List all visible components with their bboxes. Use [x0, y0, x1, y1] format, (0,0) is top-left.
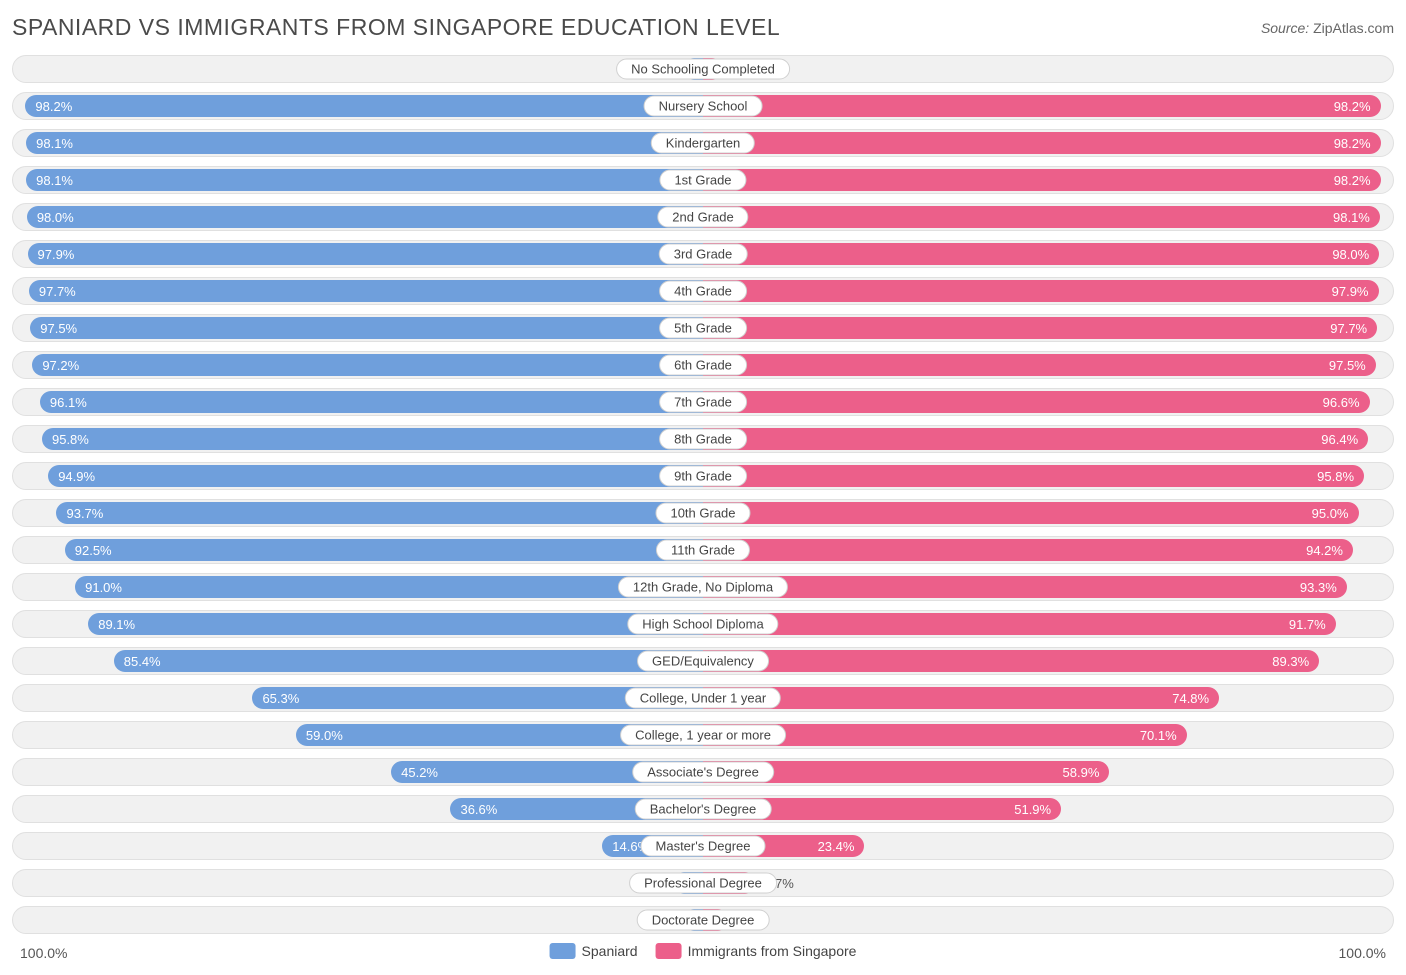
left-bar: 98.1%: [26, 169, 703, 191]
chart-row: 98.1%98.2%1st Grade: [12, 166, 1394, 194]
left-bar: 97.2%: [32, 354, 703, 376]
right-bar: 96.4%: [703, 428, 1368, 450]
right-bar: 98.1%: [703, 206, 1380, 228]
category-label: 5th Grade: [659, 318, 747, 339]
chart-row: 97.9%98.0%3rd Grade: [12, 240, 1394, 268]
category-label: Bachelor's Degree: [635, 799, 772, 820]
chart-source: Source: ZipAtlas.com: [1261, 20, 1394, 36]
chart-row: 96.1%96.6%7th Grade: [12, 388, 1394, 416]
right-bar: 97.9%: [703, 280, 1379, 302]
legend-right-swatch: [656, 943, 682, 959]
right-bar: 89.3%: [703, 650, 1319, 672]
chart-row: 92.5%94.2%11th Grade: [12, 536, 1394, 564]
legend-left-label: Spaniard: [582, 943, 638, 959]
category-label: Associate's Degree: [632, 762, 774, 783]
right-bar: 98.2%: [703, 169, 1381, 191]
chart-row: 14.6%23.4%Master's Degree: [12, 832, 1394, 860]
chart-row: 85.4%89.3%GED/Equivalency: [12, 647, 1394, 675]
left-bar: 91.0%: [75, 576, 703, 598]
category-label: 1st Grade: [659, 170, 746, 191]
chart-title: SPANIARD VS IMMIGRANTS FROM SINGAPORE ED…: [12, 14, 780, 41]
left-bar: 89.1%: [88, 613, 703, 635]
right-bar: 98.2%: [703, 95, 1381, 117]
left-bar: 97.5%: [30, 317, 703, 339]
chart-row: 97.5%97.7%5th Grade: [12, 314, 1394, 342]
category-label: 8th Grade: [659, 429, 747, 450]
category-label: 10th Grade: [655, 503, 750, 524]
chart-row: 89.1%91.7%High School Diploma: [12, 610, 1394, 638]
category-label: Doctorate Degree: [637, 910, 770, 931]
legend: Spaniard Immigrants from Singapore: [550, 943, 857, 959]
legend-right: Immigrants from Singapore: [656, 943, 857, 959]
category-label: Nursery School: [644, 96, 763, 117]
chart-row: 93.7%95.0%10th Grade: [12, 499, 1394, 527]
category-label: College, Under 1 year: [625, 688, 781, 709]
right-bar: 98.2%: [703, 132, 1381, 154]
category-label: 2nd Grade: [657, 207, 748, 228]
left-bar: 97.7%: [29, 280, 703, 302]
left-bar: 85.4%: [114, 650, 703, 672]
right-bar: 93.3%: [703, 576, 1347, 598]
category-label: 11th Grade: [656, 540, 750, 561]
left-bar: 95.8%: [42, 428, 703, 450]
category-label: GED/Equivalency: [637, 651, 769, 672]
left-bar: 98.2%: [25, 95, 703, 117]
right-bar: 91.7%: [703, 613, 1336, 635]
left-bar: 98.0%: [27, 206, 703, 228]
category-label: No Schooling Completed: [616, 59, 790, 80]
chart-row: 97.7%97.9%4th Grade: [12, 277, 1394, 305]
chart-footer: 100.0% 100.0% Spaniard Immigrants from S…: [12, 943, 1394, 967]
legend-left-swatch: [550, 943, 576, 959]
axis-right-label: 100.0%: [1339, 945, 1386, 961]
category-label: High School Diploma: [627, 614, 778, 635]
category-label: 6th Grade: [659, 355, 747, 376]
chart-row: 1.9%3.7%Doctorate Degree: [12, 906, 1394, 934]
category-label: 12th Grade, No Diploma: [618, 577, 788, 598]
axis-left-label: 100.0%: [20, 945, 67, 961]
source-label: Source:: [1261, 20, 1309, 36]
category-label: 3rd Grade: [659, 244, 748, 265]
chart-header: SPANIARD VS IMMIGRANTS FROM SINGAPORE ED…: [12, 14, 1394, 41]
chart-row: 94.9%95.8%9th Grade: [12, 462, 1394, 490]
legend-left: Spaniard: [550, 943, 638, 959]
category-label: Kindergarten: [651, 133, 755, 154]
left-bar: 96.1%: [40, 391, 703, 413]
right-bar: 97.5%: [703, 354, 1376, 376]
right-bar: 95.0%: [703, 502, 1359, 524]
chart-row: 45.2%58.9%Associate's Degree: [12, 758, 1394, 786]
chart-rows: 1.9%1.8%No Schooling Completed98.2%98.2%…: [12, 55, 1394, 934]
category-label: Master's Degree: [641, 836, 766, 857]
right-bar: 94.2%: [703, 539, 1353, 561]
category-label: 9th Grade: [659, 466, 747, 487]
chart-row: 98.2%98.2%Nursery School: [12, 92, 1394, 120]
category-label: College, 1 year or more: [620, 725, 786, 746]
left-bar: 98.1%: [26, 132, 703, 154]
chart-row: 1.9%1.8%No Schooling Completed: [12, 55, 1394, 83]
left-bar: 92.5%: [65, 539, 703, 561]
source-value: ZipAtlas.com: [1313, 20, 1394, 36]
right-bar: 95.8%: [703, 465, 1364, 487]
chart-row: 97.2%97.5%6th Grade: [12, 351, 1394, 379]
left-bar: 93.7%: [56, 502, 703, 524]
left-bar: 97.9%: [28, 243, 704, 265]
chart-row: 91.0%93.3%12th Grade, No Diploma: [12, 573, 1394, 601]
left-bar: 94.9%: [48, 465, 703, 487]
category-label: 4th Grade: [659, 281, 747, 302]
category-label: Professional Degree: [629, 873, 777, 894]
category-label: 7th Grade: [659, 392, 747, 413]
chart-row: 65.3%74.8%College, Under 1 year: [12, 684, 1394, 712]
chart-row: 59.0%70.1%College, 1 year or more: [12, 721, 1394, 749]
right-bar: 97.7%: [703, 317, 1377, 339]
right-bar: 98.0%: [703, 243, 1379, 265]
chart-row: 4.4%7.7%Professional Degree: [12, 869, 1394, 897]
legend-right-label: Immigrants from Singapore: [688, 943, 857, 959]
chart-row: 98.0%98.1%2nd Grade: [12, 203, 1394, 231]
chart-row: 95.8%96.4%8th Grade: [12, 425, 1394, 453]
right-bar: 96.6%: [703, 391, 1370, 413]
chart-row: 98.1%98.2%Kindergarten: [12, 129, 1394, 157]
chart-row: 36.6%51.9%Bachelor's Degree: [12, 795, 1394, 823]
